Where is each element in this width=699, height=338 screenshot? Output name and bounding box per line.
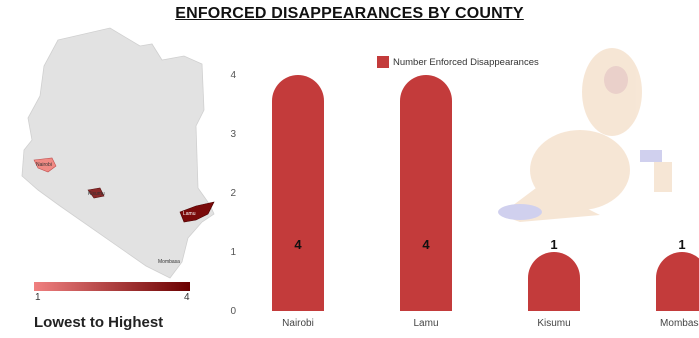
scale-min-label: 1 <box>35 292 41 303</box>
x-tick-label: Mombasa <box>660 318 699 329</box>
legend-swatch <box>377 56 389 68</box>
kneeling-investigator-icon <box>498 48 672 222</box>
x-axis-labels: Nairobi Lamu Kisumu Mombasa <box>282 318 699 329</box>
y-axis: 0 1 2 3 4 <box>230 70 236 317</box>
page-title: ENFORCED DISAPPEARANCES BY COUNTY <box>175 5 524 22</box>
y-tick-label: 3 <box>230 129 236 140</box>
map-label-kisumu: Kisumu <box>88 191 105 197</box>
legend: Number Enforced Disappearances <box>377 56 539 68</box>
bar-mombasa <box>656 252 699 311</box>
map-label-mombasa: Mombasa <box>158 259 180 265</box>
data-label: 4 <box>422 237 430 252</box>
x-tick-label: Lamu <box>413 318 438 329</box>
bar-lamu <box>400 75 452 311</box>
data-label: 1 <box>678 237 685 252</box>
bar-nairobi <box>272 75 324 311</box>
color-scale-bar <box>34 282 190 291</box>
scale-caption: Lowest to Highest <box>34 314 164 331</box>
x-tick-label: Nairobi <box>282 318 314 329</box>
county-lamu-region <box>179 201 215 223</box>
data-label: 1 <box>550 237 557 252</box>
x-tick-label: Kisumu <box>537 318 570 329</box>
county-nairobi-region <box>33 157 57 173</box>
y-tick-label: 0 <box>230 306 236 317</box>
data-label: 4 <box>294 237 302 252</box>
bar-kisumu <box>528 252 580 311</box>
y-tick-label: 4 <box>230 70 236 81</box>
legend-label: Number Enforced Disappearances <box>393 57 539 68</box>
kenya-map-shape <box>21 27 215 279</box>
y-tick-label: 1 <box>230 247 236 258</box>
map-label-nairobi: Nairobi <box>36 162 52 168</box>
map-label-lamu: Lamu <box>183 211 196 217</box>
county-kisumu-region <box>87 187 105 199</box>
y-tick-label: 2 <box>230 188 236 199</box>
scale-max-label: 4 <box>184 292 190 303</box>
bars-group: 4 4 1 1 <box>272 75 699 311</box>
